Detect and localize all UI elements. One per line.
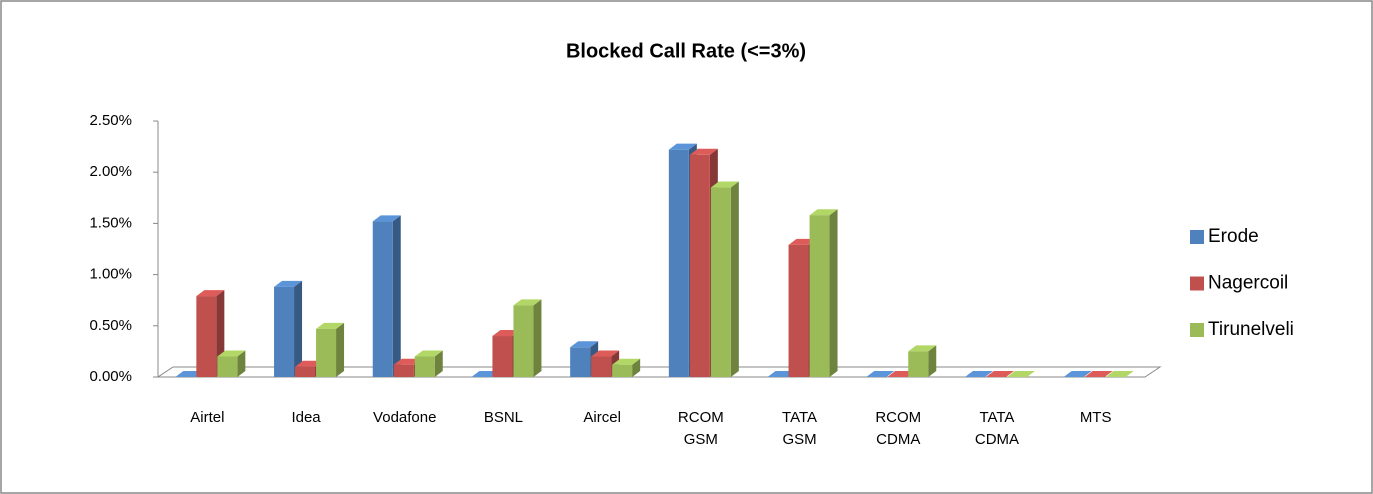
bar-top bbox=[668, 143, 697, 150]
bar-top bbox=[1006, 371, 1035, 377]
bar bbox=[274, 286, 295, 377]
bar-top bbox=[274, 280, 303, 287]
bar-top bbox=[513, 299, 542, 306]
x-tick-label: RCOM GSM bbox=[678, 409, 724, 448]
bar-top bbox=[908, 345, 937, 352]
bar-side bbox=[294, 280, 303, 377]
legend-label: Erode bbox=[1208, 226, 1259, 247]
bar-side bbox=[434, 350, 443, 377]
legend-label: Nagercoil bbox=[1208, 273, 1288, 294]
y-tick-label: 2.00% bbox=[89, 163, 132, 180]
bar bbox=[513, 305, 534, 377]
bar-side bbox=[392, 215, 401, 377]
x-tick-label: Idea bbox=[291, 409, 321, 426]
bar bbox=[372, 221, 393, 377]
legend-swatch bbox=[1190, 323, 1204, 337]
bar bbox=[492, 336, 513, 377]
bar-top bbox=[1063, 371, 1092, 377]
bar-top bbox=[196, 290, 225, 297]
y-tick-label: 0.50% bbox=[89, 317, 132, 334]
y-tick-label: 2.50% bbox=[89, 112, 132, 129]
bar-side bbox=[237, 350, 246, 377]
bar-top bbox=[985, 371, 1014, 377]
bar-top bbox=[809, 209, 838, 216]
legend-swatch bbox=[1190, 276, 1204, 291]
bar-top bbox=[591, 350, 620, 357]
bar bbox=[908, 351, 929, 377]
bar bbox=[570, 347, 591, 377]
x-tick-label: Aircel bbox=[583, 409, 621, 426]
bar-top bbox=[612, 358, 641, 365]
bar-side bbox=[730, 181, 739, 377]
bar-top bbox=[414, 350, 443, 357]
bar-top bbox=[1084, 371, 1113, 377]
bar-top bbox=[710, 181, 739, 188]
bar bbox=[393, 364, 414, 377]
chart-title: Blocked Call Rate (<=3%) bbox=[566, 40, 806, 62]
bar-side bbox=[632, 358, 641, 377]
bar-top bbox=[964, 371, 993, 377]
x-tick-label: MTS bbox=[1080, 409, 1112, 426]
x-tick-label: Vodafone bbox=[373, 409, 436, 426]
bar bbox=[689, 154, 710, 377]
x-tick-label: RCOM CDMA bbox=[875, 409, 921, 448]
bar-top bbox=[316, 322, 345, 329]
legend-label: Tirunelveli bbox=[1208, 319, 1294, 340]
bar bbox=[414, 356, 435, 377]
bar bbox=[217, 356, 238, 377]
bar bbox=[295, 366, 316, 377]
bar bbox=[809, 215, 830, 377]
bar-top bbox=[1105, 371, 1134, 377]
bar bbox=[668, 149, 689, 377]
x-tick-label: Airtel bbox=[190, 409, 224, 426]
bar-top bbox=[866, 371, 895, 377]
y-tick-label: 1.00% bbox=[89, 266, 132, 283]
x-tick-label: BSNL bbox=[484, 409, 523, 426]
y-tick-label: 0.00% bbox=[89, 368, 132, 385]
bar-top bbox=[217, 350, 246, 357]
bar-top bbox=[372, 215, 401, 222]
bar bbox=[788, 244, 809, 377]
legend-swatch bbox=[1190, 230, 1204, 244]
bar bbox=[591, 356, 612, 377]
bar-side bbox=[829, 209, 838, 377]
bar-side bbox=[533, 299, 542, 377]
x-tick-label: TATA CDMA bbox=[975, 409, 1019, 448]
x-tick-label: TATA GSM bbox=[782, 409, 817, 448]
bar bbox=[612, 364, 633, 377]
bar bbox=[196, 296, 217, 377]
y-tick-label: 1.50% bbox=[89, 214, 132, 231]
bar bbox=[710, 187, 731, 377]
bar bbox=[316, 328, 337, 377]
bar-top bbox=[570, 341, 599, 348]
bar-side bbox=[336, 322, 345, 377]
bar-top bbox=[689, 148, 718, 155]
bar-side bbox=[928, 345, 937, 377]
